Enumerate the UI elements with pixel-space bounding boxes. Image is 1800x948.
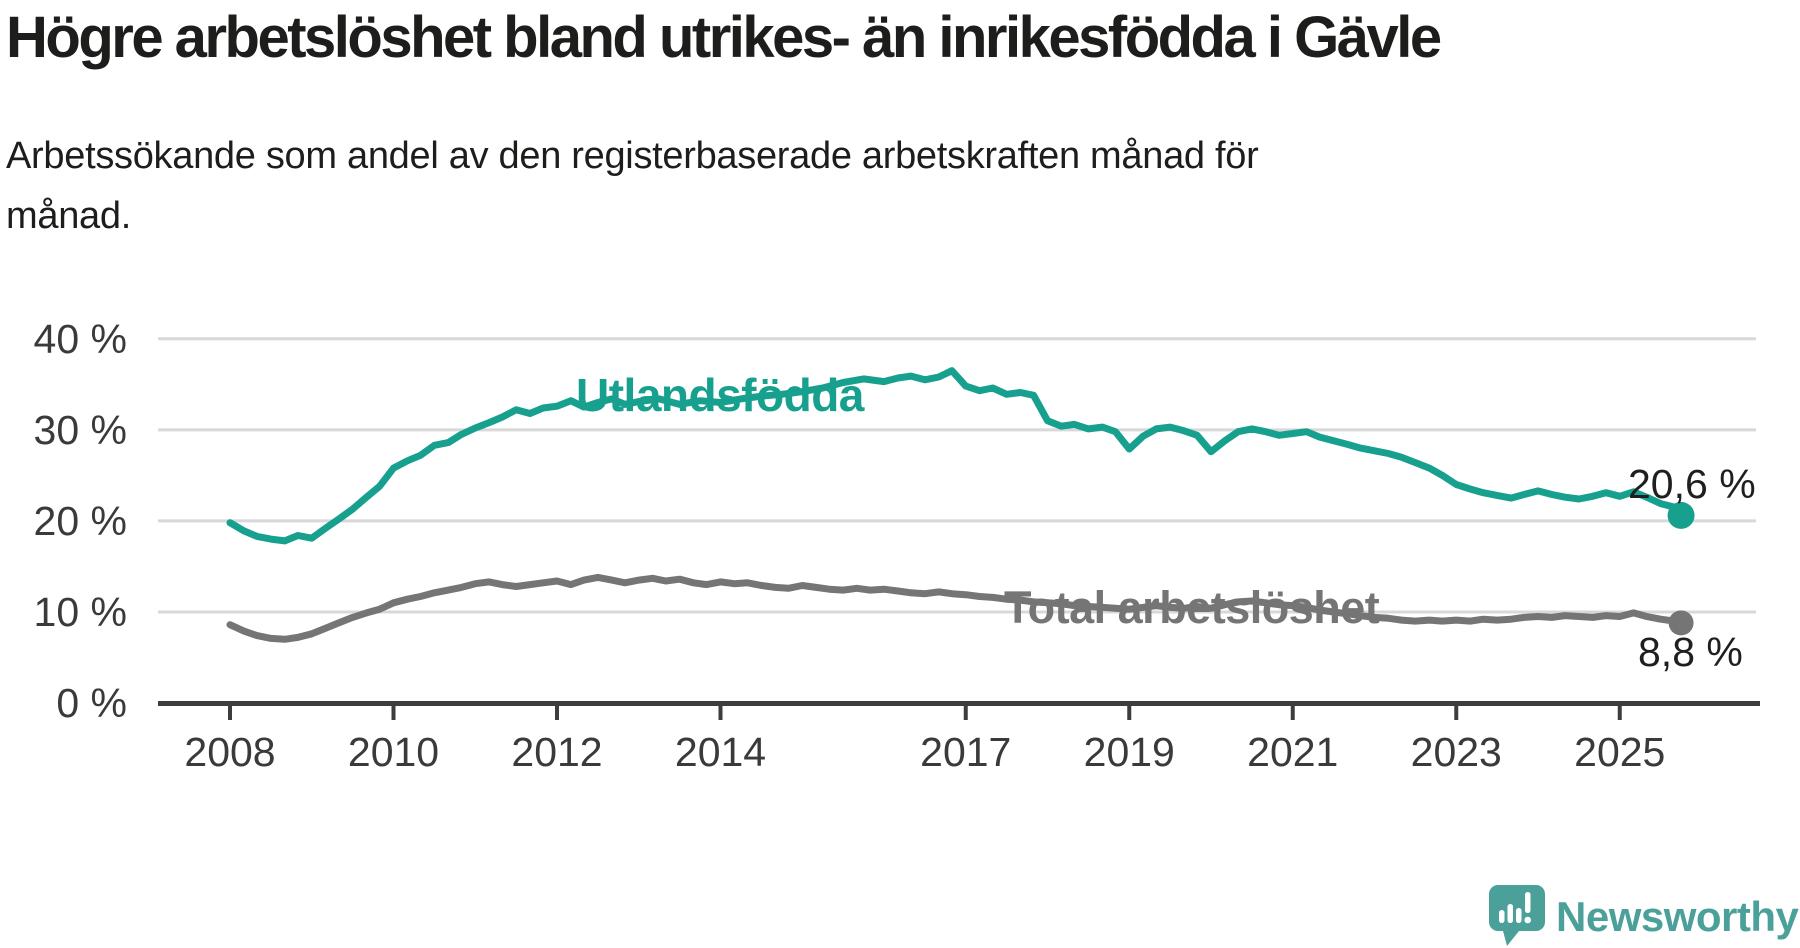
series-label-total-arbetsloshet: Total arbetslöshet [1004,582,1380,633]
data-series-group [226,367,1695,643]
series-end-dot [1668,610,1694,636]
bar-icon-tall [1507,904,1513,923]
x-tick-label: 2019 [1084,729,1175,775]
bar-icon-medium [1516,908,1522,923]
page-title: Högre arbetslöshet bland utrikes- än inr… [6,5,1442,70]
x-tick-label: 2012 [511,729,602,775]
axis-ticks-group [228,704,1622,720]
axis-labels-group: 0 % 10 % 20 % 30 % 40 % 2008 2010 2012 2014 2017 2… [34,316,1666,775]
y-tick-label: 30 % [34,407,127,453]
newsworthy-logo-icon [1489,885,1545,946]
subtitle-line-1: Arbetssökande som andel av den registerb… [6,135,1259,177]
y-tick-label: 10 % [34,589,127,635]
exclamation-bar-icon [1525,892,1531,913]
chart-subtitle: Arbetssökande som andel av den registerb… [6,126,1259,246]
end-value-label-utlandsfodda: 20,6 % [1628,461,1756,507]
subtitle-line-2: månad. [6,195,131,237]
total-arbetsloshet-line [226,573,1685,643]
x-tick-label: 2025 [1574,729,1665,775]
x-tick-label: 2021 [1247,729,1338,775]
bar-icon-small [1499,910,1505,923]
y-tick-label: 40 % [34,316,127,362]
newsworthy-wordmark: Newsworthy [1556,893,1799,940]
newsworthy-brand: Newsworthy [1488,884,1799,946]
x-tick-label: 2017 [920,729,1011,775]
y-tick-label: 0 % [56,680,127,726]
utlandsfodda-line [226,367,1685,545]
gridlines-group [158,337,1756,614]
x-tick-label: 2008 [184,729,275,775]
y-tick-label: 20 % [34,498,127,544]
x-tick-label: 2010 [348,729,439,775]
series-end-dot [1667,501,1695,529]
x-tick-label: 2014 [675,729,766,775]
exclamation-dot-icon [1524,916,1531,924]
end-value-label-total: 8,8 % [1638,629,1743,675]
series-label-utlandsfodda: Utlandsfödda [576,369,864,421]
x-tick-label: 2023 [1411,729,1502,775]
